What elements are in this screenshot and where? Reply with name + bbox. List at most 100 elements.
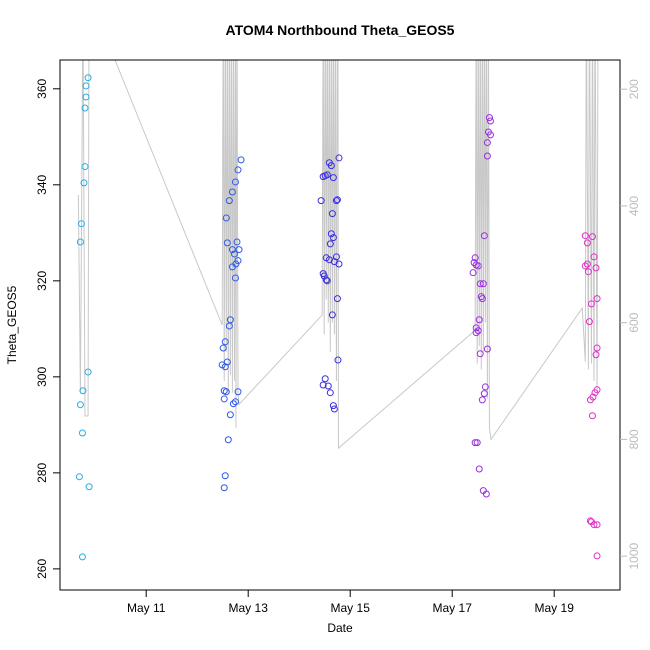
data-point	[333, 196, 341, 204]
data-point	[480, 232, 488, 240]
data-point	[589, 393, 597, 401]
data-line	[77, 60, 599, 450]
x-tick-label: May 15	[331, 601, 371, 615]
data-point	[329, 234, 337, 242]
line-layer	[77, 60, 599, 450]
data-point	[220, 395, 228, 403]
data-point	[485, 114, 493, 122]
data-point	[82, 82, 90, 90]
data-point	[329, 174, 337, 182]
data-point	[332, 253, 340, 261]
data-point	[82, 93, 90, 101]
data-point	[329, 402, 337, 410]
data-point	[324, 382, 332, 390]
data-point	[75, 473, 83, 481]
data-point	[478, 396, 486, 404]
data-point	[593, 521, 601, 529]
data-point	[327, 162, 335, 170]
data-point	[223, 358, 231, 366]
x-axis-label: Date	[327, 621, 353, 635]
data-point	[483, 152, 491, 160]
data-point	[590, 253, 598, 261]
data-point	[323, 171, 331, 179]
data-point	[218, 361, 226, 369]
data-point	[320, 272, 328, 280]
data-point	[486, 131, 494, 139]
data-point	[223, 239, 231, 247]
data-point	[469, 269, 477, 277]
data-point	[234, 388, 242, 396]
data-point	[483, 345, 491, 353]
data-point	[476, 280, 484, 288]
y-tick-label: 300	[35, 367, 49, 387]
data-point	[333, 295, 341, 303]
data-point	[593, 295, 601, 303]
data-point	[231, 274, 239, 282]
data-point	[230, 250, 238, 258]
data-point	[587, 300, 595, 308]
data-point	[78, 429, 86, 437]
data-point	[221, 472, 229, 480]
data-point	[330, 405, 338, 413]
data-point	[332, 197, 340, 205]
x-tick-label: May 19	[535, 601, 575, 615]
data-point	[231, 178, 239, 186]
data-point	[335, 260, 343, 268]
data-point	[586, 517, 594, 525]
data-point	[228, 246, 236, 254]
data-point	[335, 154, 343, 162]
data-point	[322, 276, 330, 284]
data-point	[479, 280, 487, 288]
data-point	[475, 465, 483, 473]
data-point	[228, 188, 236, 196]
data-point	[229, 400, 237, 408]
data-point	[76, 401, 84, 409]
data-point	[480, 390, 488, 398]
data-point	[221, 338, 229, 346]
y2-tick-label: 800	[627, 429, 641, 449]
data-point	[473, 439, 481, 447]
x-tick-label: May 11	[127, 601, 166, 615]
data-point	[317, 197, 325, 205]
data-point	[328, 210, 336, 218]
data-point	[475, 316, 483, 324]
y2-tick-label: 200	[627, 79, 641, 99]
data-point	[585, 318, 593, 326]
data-point	[81, 104, 89, 112]
data-point	[590, 521, 598, 529]
data-point	[219, 344, 227, 352]
data-point	[76, 238, 84, 246]
data-point	[482, 490, 490, 498]
data-point	[471, 254, 479, 262]
data-point	[84, 74, 92, 82]
data-point	[328, 311, 336, 319]
data-point	[588, 233, 596, 241]
data-point	[583, 239, 591, 247]
data-point	[234, 166, 242, 174]
data-point	[486, 117, 494, 125]
data-point	[224, 436, 232, 444]
data-point	[226, 411, 234, 419]
y2-tick-label: 400	[627, 196, 641, 216]
data-point	[319, 381, 327, 389]
data-point	[592, 351, 600, 359]
data-point	[471, 439, 479, 447]
data-point	[581, 262, 589, 270]
data-point	[483, 139, 491, 147]
y-tick-label: 260	[35, 559, 49, 579]
data-point	[592, 264, 600, 272]
data-point	[84, 368, 92, 376]
x-tick-label: May 17	[433, 601, 473, 615]
data-point	[78, 553, 86, 561]
data-point	[472, 329, 480, 337]
data-point	[334, 356, 342, 364]
y-tick-label: 360	[35, 78, 49, 98]
data-point	[234, 257, 242, 265]
x-tick-label: May 13	[229, 601, 269, 615]
data-point	[327, 230, 335, 238]
data-point	[222, 388, 230, 396]
data-point	[478, 295, 486, 303]
